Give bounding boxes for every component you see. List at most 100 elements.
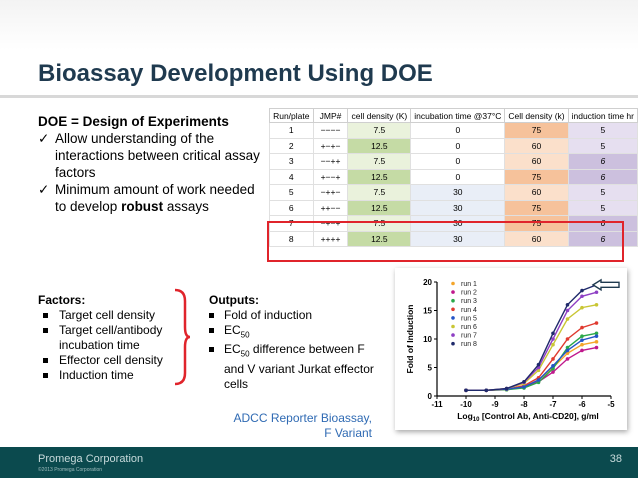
factor-label: Target cell density xyxy=(59,308,156,322)
x-tick-label: -10 xyxy=(460,400,472,409)
data-point xyxy=(565,357,570,361)
chart-caption: ADCC Reporter Bioassay, F Variant xyxy=(229,411,373,441)
x-tick-label: -6 xyxy=(578,400,586,409)
legend-marker xyxy=(451,307,455,312)
data-point xyxy=(580,338,584,342)
table-cell: 6 xyxy=(567,168,638,185)
table-cell: 60 xyxy=(504,184,569,201)
table-cell: +−−+ xyxy=(312,168,349,185)
left-arrow-icon xyxy=(591,278,620,292)
slide-title: Bioassay Development Using DOE xyxy=(38,60,433,87)
table-cell: 5 xyxy=(567,184,638,201)
table-row: 4 +−−+ 12.5 0 75 6 xyxy=(269,168,638,185)
subscript: 50 xyxy=(240,330,250,340)
x-tick-label: -9 xyxy=(491,400,499,409)
caption-line: ADCC Reporter Bioassay, xyxy=(233,411,373,425)
data-point xyxy=(594,303,599,307)
column-header: incubation time @37°C xyxy=(410,108,506,123)
output-label: EC xyxy=(224,342,241,357)
legend-label: run 3 xyxy=(461,298,477,305)
factor-item: Induction time xyxy=(38,368,188,383)
table-cell: 6 xyxy=(269,199,314,216)
legend-label: run 2 xyxy=(461,290,477,297)
caption-line: F Variant xyxy=(324,426,372,440)
table-cell: 0 xyxy=(410,137,506,154)
outputs-list: Fold of induction EC50 EC50 difference b… xyxy=(209,308,384,392)
column-header: induction time hr xyxy=(567,108,638,123)
data-point xyxy=(594,321,599,325)
chart-panel: 0 5 10 15 20 -11 -10 -9 -8 -7 -6 -5 Fold of Inductio… xyxy=(395,268,627,430)
x-tick-label: -11 xyxy=(431,400,443,409)
doe-bullet-text: Minimum amount of work needed to develop xyxy=(55,182,255,214)
table-cell: 1 xyxy=(269,122,314,139)
series-line-4 xyxy=(466,322,597,392)
legend-label: run 8 xyxy=(461,341,477,348)
table-row: 1 −−−− 7.5 0 75 5 xyxy=(269,122,638,139)
data-point xyxy=(522,385,526,389)
column-header: Cell density (k) xyxy=(504,108,569,123)
data-point xyxy=(580,305,584,310)
data-point xyxy=(565,303,570,307)
factor-label: Target cell/antibody incubation time xyxy=(59,323,163,352)
output-label: Fold of induction xyxy=(224,308,313,322)
data-point xyxy=(536,368,541,373)
highlight-box-runs-7-8 xyxy=(267,221,624,262)
table-cell: 0 xyxy=(410,153,506,170)
footer-copyright: ©2013 Promega Corporation xyxy=(38,467,102,473)
output-item: EC50 xyxy=(209,323,384,342)
y-tick-label: 0 xyxy=(428,392,433,401)
y-tick-label: 15 xyxy=(423,307,432,316)
factor-label: Induction time xyxy=(59,368,134,382)
data-point xyxy=(484,388,489,393)
x-tick-label: -5 xyxy=(607,400,615,409)
legend-label: run 4 xyxy=(461,307,477,314)
table-cell: 75 xyxy=(504,168,569,185)
bullet-square-icon xyxy=(43,313,48,318)
table-cell: 12.5 xyxy=(347,168,412,185)
data-point xyxy=(580,348,584,353)
table-cell: 60 xyxy=(504,153,569,170)
bullet-square-icon xyxy=(43,358,48,363)
data-point xyxy=(594,345,599,350)
data-point xyxy=(536,378,541,382)
table-cell: 12.5 xyxy=(347,230,412,247)
column-header: cell density (K) xyxy=(347,108,412,123)
table-cell: 75 xyxy=(504,199,569,216)
factors-list: Target cell density Target cell/antibody… xyxy=(38,308,188,383)
table-cell: −−++ xyxy=(312,153,349,170)
header-band xyxy=(0,0,638,50)
footer-company: Promega Corporation xyxy=(38,453,144,465)
doe-bullet-emphasis: robust xyxy=(121,199,164,214)
y-tick-label: 10 xyxy=(423,335,432,344)
data-point xyxy=(594,331,599,336)
data-point xyxy=(504,386,509,391)
legend-marker xyxy=(451,298,455,303)
data-point xyxy=(594,290,599,295)
data-point xyxy=(551,363,555,368)
table-cell: 75 xyxy=(504,122,569,139)
data-point xyxy=(565,345,570,350)
table-cell: ++−− xyxy=(312,199,349,216)
doe-bullet-text-end: assays xyxy=(163,199,209,214)
data-point xyxy=(580,325,584,330)
legend-marker xyxy=(451,290,455,294)
table-cell: 0 xyxy=(410,168,506,185)
output-label: EC xyxy=(224,323,241,337)
data-point xyxy=(580,288,584,293)
legend-marker xyxy=(451,281,455,286)
table-cell: 75 xyxy=(504,215,569,232)
table-cell: 5 xyxy=(567,137,638,154)
factor-item: Effector cell density xyxy=(38,353,188,368)
table-cell: 30 xyxy=(410,184,506,201)
factor-label: Effector cell density xyxy=(59,353,163,367)
output-item: EC50 difference between F and V variant … xyxy=(209,342,384,391)
dose-response-chart: 0 5 10 15 20 -11 -10 -9 -8 -7 -6 -5 Fold of Inductio… xyxy=(405,278,620,423)
table-cell: 6 xyxy=(567,215,638,232)
bullet-square-icon xyxy=(43,328,48,333)
table-cell: 2 xyxy=(269,137,314,154)
data-point xyxy=(536,362,541,367)
factor-item: Target cell/antibody incubation time xyxy=(38,323,188,353)
legend-marker xyxy=(451,324,455,329)
bullet-square-icon xyxy=(43,373,48,378)
table-cell: ++++ xyxy=(312,230,349,247)
